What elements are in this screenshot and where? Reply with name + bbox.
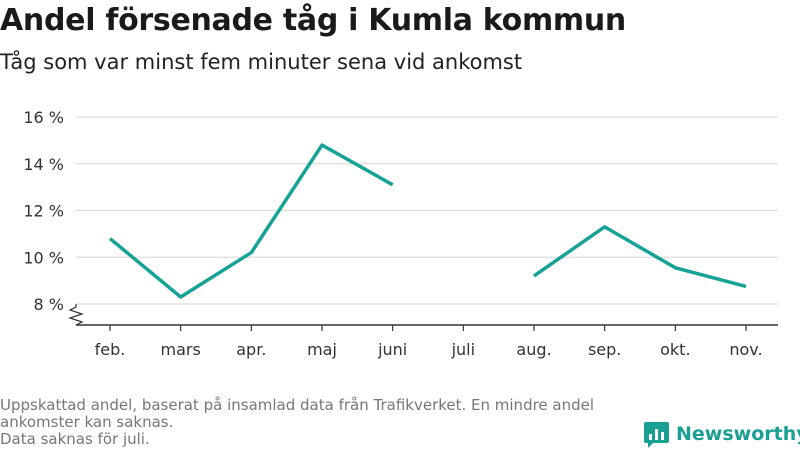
- footer-notes: Uppskattad andel, baserat på insamlad da…: [0, 397, 640, 448]
- x-tick-label: apr.: [236, 340, 266, 359]
- x-tick-label: feb.: [95, 340, 126, 359]
- brand-name: Newsworthy: [676, 423, 800, 445]
- y-axis-ticks: 8 % 10 % 12 % 14 % 16 %: [23, 108, 64, 314]
- brand-logo: Newsworthy: [644, 420, 800, 448]
- y-tick-label: 12 %: [23, 202, 64, 221]
- x-tick-label: juni: [377, 340, 407, 359]
- y-tick-label: 8 %: [34, 295, 64, 314]
- x-tick-label: sep.: [588, 340, 621, 359]
- x-axis: feb. mars apr. maj juni juli aug. sep. okt. nov.: [68, 304, 778, 359]
- axis-break-icon: [68, 304, 84, 326]
- x-tick-label: okt.: [660, 340, 690, 359]
- footer-note-line-1: Uppskattad andel, baserat på insamlad da…: [0, 396, 595, 414]
- y-tick-label: 10 %: [23, 248, 64, 267]
- newsworthy-logo-icon: [644, 421, 669, 448]
- footer-note-line-3: Data saknas för juli.: [0, 430, 150, 448]
- series-line-segment: [533, 225, 747, 289]
- chart-subtitle: Tåg som var minst fem minuter sena vid a…: [0, 50, 523, 74]
- x-tick-label: nov.: [729, 340, 762, 359]
- x-tick-label: mars: [161, 340, 201, 359]
- gridlines: [76, 116, 778, 305]
- chart-title: Andel försenade tåg i Kumla kommun: [0, 3, 626, 38]
- x-tick-label: juli: [451, 340, 475, 359]
- series-lines: [108, 143, 747, 299]
- line-chart: 8 % 10 % 12 % 14 % 16 % feb. mars apr. maj juni j…: [23, 108, 778, 359]
- y-tick-label: 16 %: [23, 108, 64, 127]
- x-tick-label: maj: [307, 340, 337, 359]
- x-tick-label: aug.: [516, 340, 551, 359]
- footer-note-line-2: ankomster kan saknas.: [0, 413, 174, 431]
- series-line-segment: [108, 143, 394, 299]
- y-tick-label: 14 %: [23, 155, 64, 174]
